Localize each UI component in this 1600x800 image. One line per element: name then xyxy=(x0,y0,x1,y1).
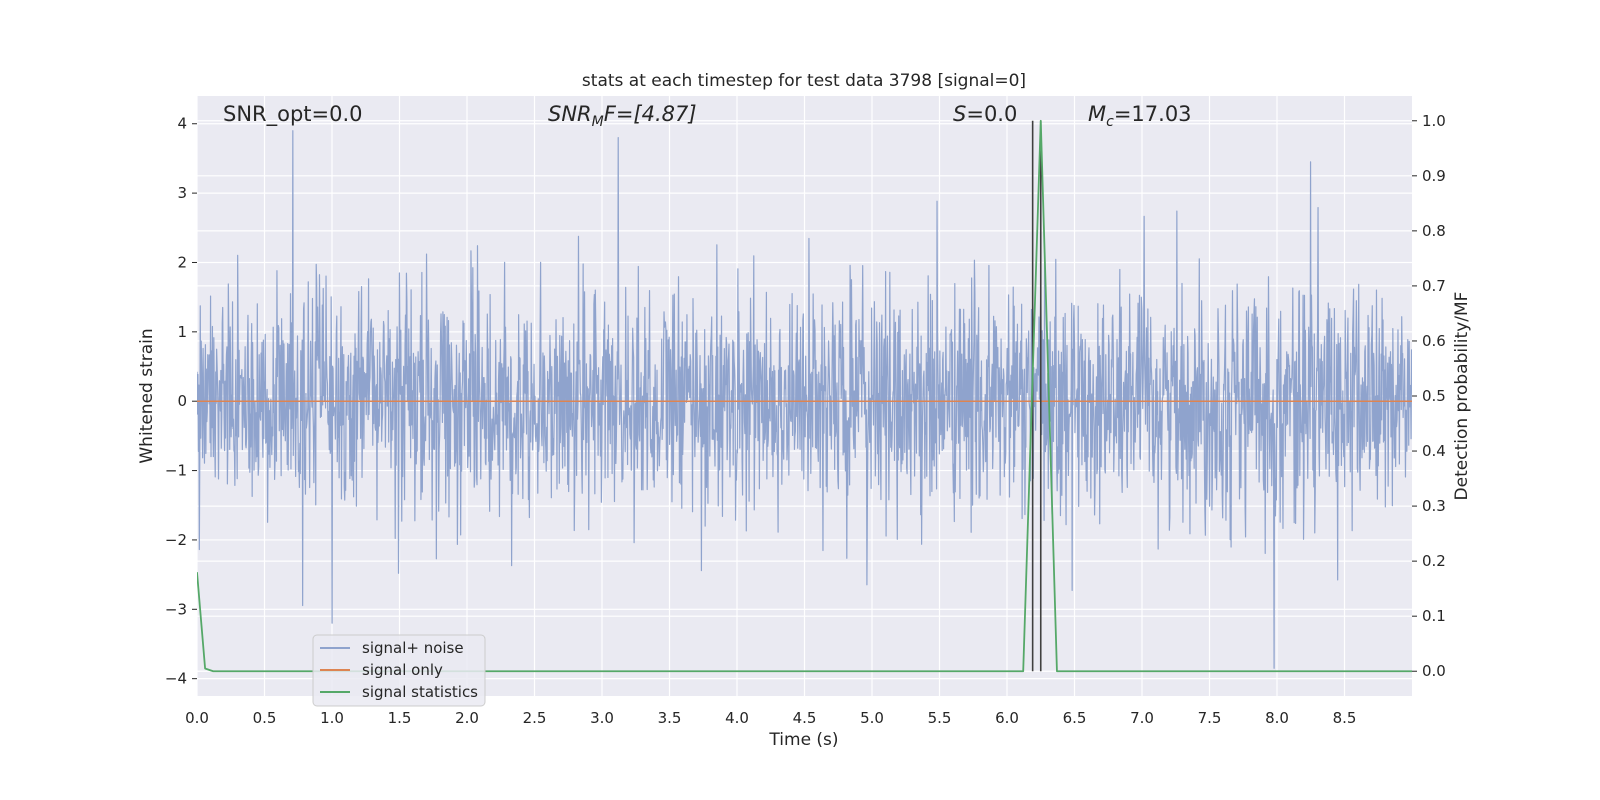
x-tick-label: 8.5 xyxy=(1333,709,1357,727)
x-tick-label: 7.0 xyxy=(1130,709,1154,727)
x-tick-label: 2.0 xyxy=(455,709,479,727)
x-tick-label: 0.0 xyxy=(185,709,209,727)
mc-sub: c xyxy=(1106,114,1114,130)
snr-mf-rest: F=[4.87] xyxy=(604,102,697,126)
x-tick-label: 4.0 xyxy=(725,709,749,727)
x-tick-label: 3.5 xyxy=(658,709,682,727)
y-tick-label: −4 xyxy=(165,670,187,688)
y2-tick-label: 0.2 xyxy=(1422,552,1446,570)
annotation-snr-mf: SNRMF=[4.87] xyxy=(548,102,697,130)
annotation-snr-opt: SNR_opt=0.0 xyxy=(223,102,363,127)
y-tick-label: 0 xyxy=(177,392,187,410)
mc-rest: =17.03 xyxy=(1114,102,1192,126)
x-tick-label: 5.5 xyxy=(928,709,952,727)
chart-title: stats at each timestep for test data 379… xyxy=(582,71,1026,91)
y2-tick-label: 0.4 xyxy=(1422,442,1446,460)
x-tick-label: 1.5 xyxy=(388,709,412,727)
y2-tick-label: 0.6 xyxy=(1422,332,1446,350)
legend-box xyxy=(312,634,486,707)
y-tick-label: 1 xyxy=(177,323,187,341)
x-tick-label: 4.5 xyxy=(793,709,817,727)
y-tick-label: 4 xyxy=(177,115,187,133)
x-tick-label: 2.5 xyxy=(523,709,547,727)
snr-mf-sub: M xyxy=(592,114,604,130)
legend-label-signal-statistics: signal statistics xyxy=(362,683,478,701)
y2-tick-label: 0.0 xyxy=(1422,662,1446,680)
y-tick-label: −3 xyxy=(165,600,187,618)
series-signal-noise-line xyxy=(197,130,1412,669)
s-var: S xyxy=(953,102,966,126)
y-tick-label: 3 xyxy=(177,184,187,202)
y2-tick-label: 0.1 xyxy=(1422,607,1446,625)
y-tick-label: −2 xyxy=(165,531,187,549)
x-tick-label: 1.0 xyxy=(320,709,344,727)
y-axis-label: Whitened strain xyxy=(137,328,157,463)
x-tick-label: 3.0 xyxy=(590,709,614,727)
y-tick-label: −1 xyxy=(165,462,187,480)
x-tick-label: 5.0 xyxy=(860,709,884,727)
y2-tick-label: 1.0 xyxy=(1422,112,1446,130)
y2-tick-label: 0.8 xyxy=(1422,222,1446,240)
x-tick-label: 8.0 xyxy=(1265,709,1289,727)
annotation-s: S=0.0 xyxy=(953,102,1017,126)
mc-var: M xyxy=(1088,102,1106,126)
x-tick-label: 6.5 xyxy=(1063,709,1087,727)
y2-axis-label: Detection probability/MF xyxy=(1452,292,1472,501)
legend-label-signal-only: signal only xyxy=(362,661,443,679)
legend-label-signal-noise: signal+ noise xyxy=(362,639,464,657)
series-signal-statistics-line xyxy=(197,119,1412,673)
y2-tick-label: 0.7 xyxy=(1422,277,1446,295)
x-ticks: 0.0 0.5 1.0 1.5 2.0 2.5 3.0 3.5 4.0 4.5 5.0 5.5 6.0 6… xyxy=(185,709,1356,727)
y-ticks: 4 3 2 1 0 −1 −2 −3 −4 xyxy=(165,115,197,688)
legend: signal+ noise signal only signal statist… xyxy=(312,634,486,707)
x-axis-label: Time (s) xyxy=(768,730,838,750)
snr-mf-base: SNR xyxy=(548,102,592,126)
y2-tick-label: 0.9 xyxy=(1422,167,1446,185)
y2-ticks: 1.0 0.9 0.8 0.7 0.6 0.5 0.4 0.3 0.2 0.1 0.0 xyxy=(1412,112,1446,680)
y2-tick-label: 0.5 xyxy=(1422,387,1446,405)
s-rest: =0.0 xyxy=(966,102,1017,126)
x-tick-label: 0.5 xyxy=(253,709,277,727)
x-tick-label: 6.0 xyxy=(995,709,1019,727)
x-tick-label: 7.5 xyxy=(1198,709,1222,727)
y2-tick-label: 0.3 xyxy=(1422,497,1446,515)
annotation-mc: Mc=17.03 xyxy=(1088,102,1192,130)
y-tick-label: 2 xyxy=(177,253,187,271)
